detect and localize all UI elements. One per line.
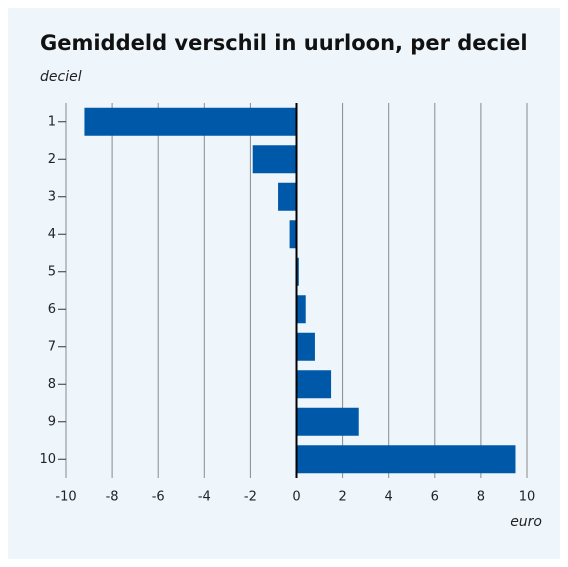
y-tick-label: 7: [48, 339, 56, 354]
x-tick-label: 0: [292, 490, 300, 505]
bar: [296, 257, 299, 286]
y-tick-label: 1: [48, 114, 56, 129]
y-tick-label: 5: [48, 264, 56, 279]
x-tick-label: -6: [152, 490, 165, 505]
x-tick-label: 2: [338, 490, 346, 505]
x-tick-label: 8: [477, 490, 485, 505]
bar: [296, 370, 332, 399]
y-axis-label: deciel: [40, 69, 82, 85]
bar: [252, 145, 297, 174]
x-tick-label: -8: [106, 490, 119, 505]
y-tick-label: 9: [48, 414, 56, 429]
background: [8, 8, 560, 559]
x-tick-label: -4: [198, 490, 211, 505]
x-tick-label: -10: [55, 490, 76, 505]
x-tick-label: 4: [385, 490, 393, 505]
x-tick-label: -2: [244, 490, 257, 505]
y-tick-label: 4: [48, 227, 56, 242]
y-tick-label: 6: [48, 302, 56, 317]
y-tick-label: 2: [48, 152, 56, 167]
x-axis-label: euro: [510, 514, 542, 530]
bar: [296, 295, 306, 324]
bar: [84, 107, 297, 136]
bar: [296, 407, 359, 436]
chart-title: Gemiddeld verschil in uurloon, per decie…: [40, 31, 528, 55]
x-tick-label: 10: [519, 490, 536, 505]
bar: [296, 445, 516, 474]
y-tick-label: 3: [48, 189, 56, 204]
bar: [278, 182, 297, 211]
bar: [289, 220, 297, 249]
x-tick-label: 6: [431, 490, 439, 505]
bar: [296, 332, 315, 361]
y-tick-label: 10: [39, 452, 56, 467]
y-tick-label: 8: [48, 377, 56, 392]
